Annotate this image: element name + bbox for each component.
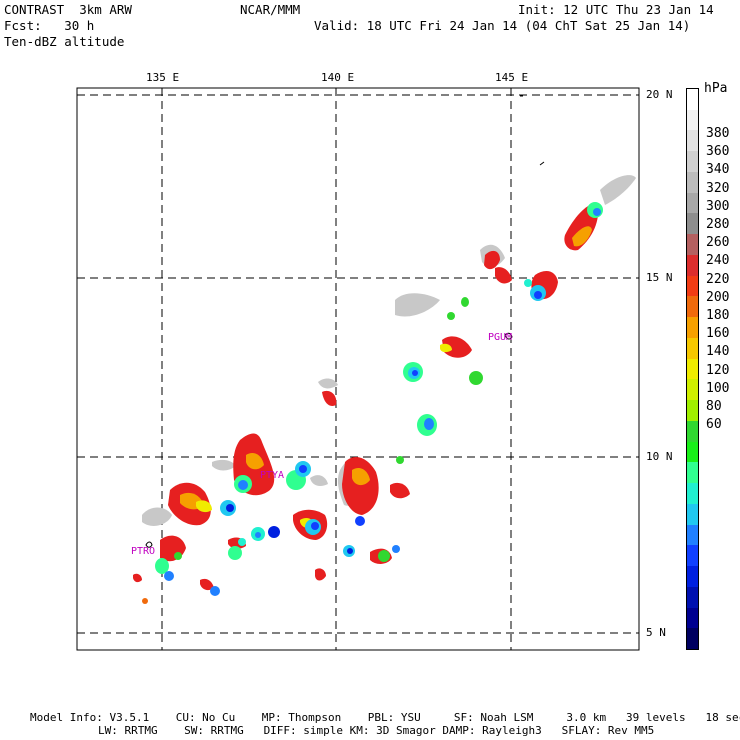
legend-swatch: [687, 254, 698, 277]
legend-label: 160: [706, 326, 730, 342]
legend-swatch: [687, 192, 698, 214]
legend-label: 100: [706, 380, 730, 396]
legend-label: 320: [706, 180, 730, 196]
legend-swatch: [687, 628, 698, 650]
header-forecast-hour: Fcst: 30 h: [4, 18, 95, 33]
legend-label: 120: [706, 362, 730, 378]
legend-swatch: [687, 171, 698, 194]
legend-swatch: [687, 151, 698, 173]
legend-label: 180: [706, 308, 730, 323]
header-field-name: Ten-dBZ altitude: [4, 34, 125, 49]
legend-label: 280: [706, 217, 730, 232]
legend-label: 140: [706, 344, 730, 360]
legend-swatch: [687, 462, 698, 484]
legend-swatch: [687, 213, 698, 235]
lat-label-10: 10 N: [646, 450, 673, 463]
lat-label-15: 15 N: [646, 271, 673, 284]
lat-label-5: 5 N: [646, 626, 666, 639]
legend-swatch: [687, 337, 698, 360]
footer-model-info: Model Info: V3.5.1 CU: No Cu MP: Thompso…: [30, 711, 740, 724]
legend-swatch: [687, 296, 698, 318]
legend-swatch: [687, 275, 698, 297]
legend-unit: hPa: [704, 81, 728, 96]
legend-label: 200: [706, 289, 730, 305]
legend-swatch: [687, 524, 698, 546]
legend-label: 80: [706, 399, 722, 414]
legend-label: 60: [706, 417, 722, 433]
legend-label: 340: [706, 162, 730, 178]
legend-swatch: [687, 545, 698, 567]
legend-swatch: [687, 441, 698, 463]
echo-cells: [133, 175, 636, 604]
lat-label-20: 20 N: [646, 88, 673, 101]
legend-swatch: [687, 607, 698, 629]
legend-swatch: [687, 109, 698, 131]
legend-swatch: [687, 503, 698, 526]
header-valid-time: Valid: 18 UTC Fri 24 Jan 14 (04 ChT Sat …: [314, 18, 691, 33]
legend-label: 220: [706, 271, 730, 287]
legend-swatch: [687, 317, 698, 339]
legend-swatch: [687, 483, 698, 505]
legend-swatch: [687, 420, 698, 443]
legend-swatch: [687, 234, 698, 256]
legend-swatch: [687, 89, 698, 111]
lon-label-135: 135 E: [146, 71, 180, 84]
deep-cores: [142, 202, 603, 604]
header-init-time: Init: 12 UTC Thu 23 Jan 14: [518, 2, 714, 17]
coastlines: [145, 95, 545, 548]
station-ptya: PTYA: [260, 470, 285, 481]
legend-swatch: [687, 379, 698, 401]
lon-label-140: 140 E: [321, 71, 355, 84]
station-ptro: PTRO: [131, 546, 156, 557]
legend-label: 300: [706, 198, 730, 214]
legend-label: 260: [706, 235, 730, 251]
legend-swatch: [687, 130, 698, 152]
orange-cells: [180, 226, 592, 510]
footer-physics-info: LW: RRTMG SW: RRTMG DIFF: simple KM: 3D …: [98, 724, 655, 737]
legend-swatch: [687, 586, 698, 608]
red-cells: [133, 204, 599, 591]
legend-swatch: [687, 400, 698, 422]
header-model-title: CONTRAST 3km ARW: [4, 2, 132, 17]
legend-swatch: [687, 358, 698, 380]
legend-swatch: [687, 566, 698, 588]
map-frame: [76, 87, 640, 651]
station-pgum: PGUM: [488, 332, 513, 343]
legend-label: 380: [706, 126, 730, 141]
gray-shields: [142, 175, 636, 526]
color-legend-bar: [686, 88, 699, 650]
legend-label: 240: [706, 253, 730, 269]
lon-label-145: 145 E: [495, 71, 529, 84]
header-source: NCAR/MMM: [240, 2, 301, 17]
legend-label: 360: [706, 144, 730, 160]
